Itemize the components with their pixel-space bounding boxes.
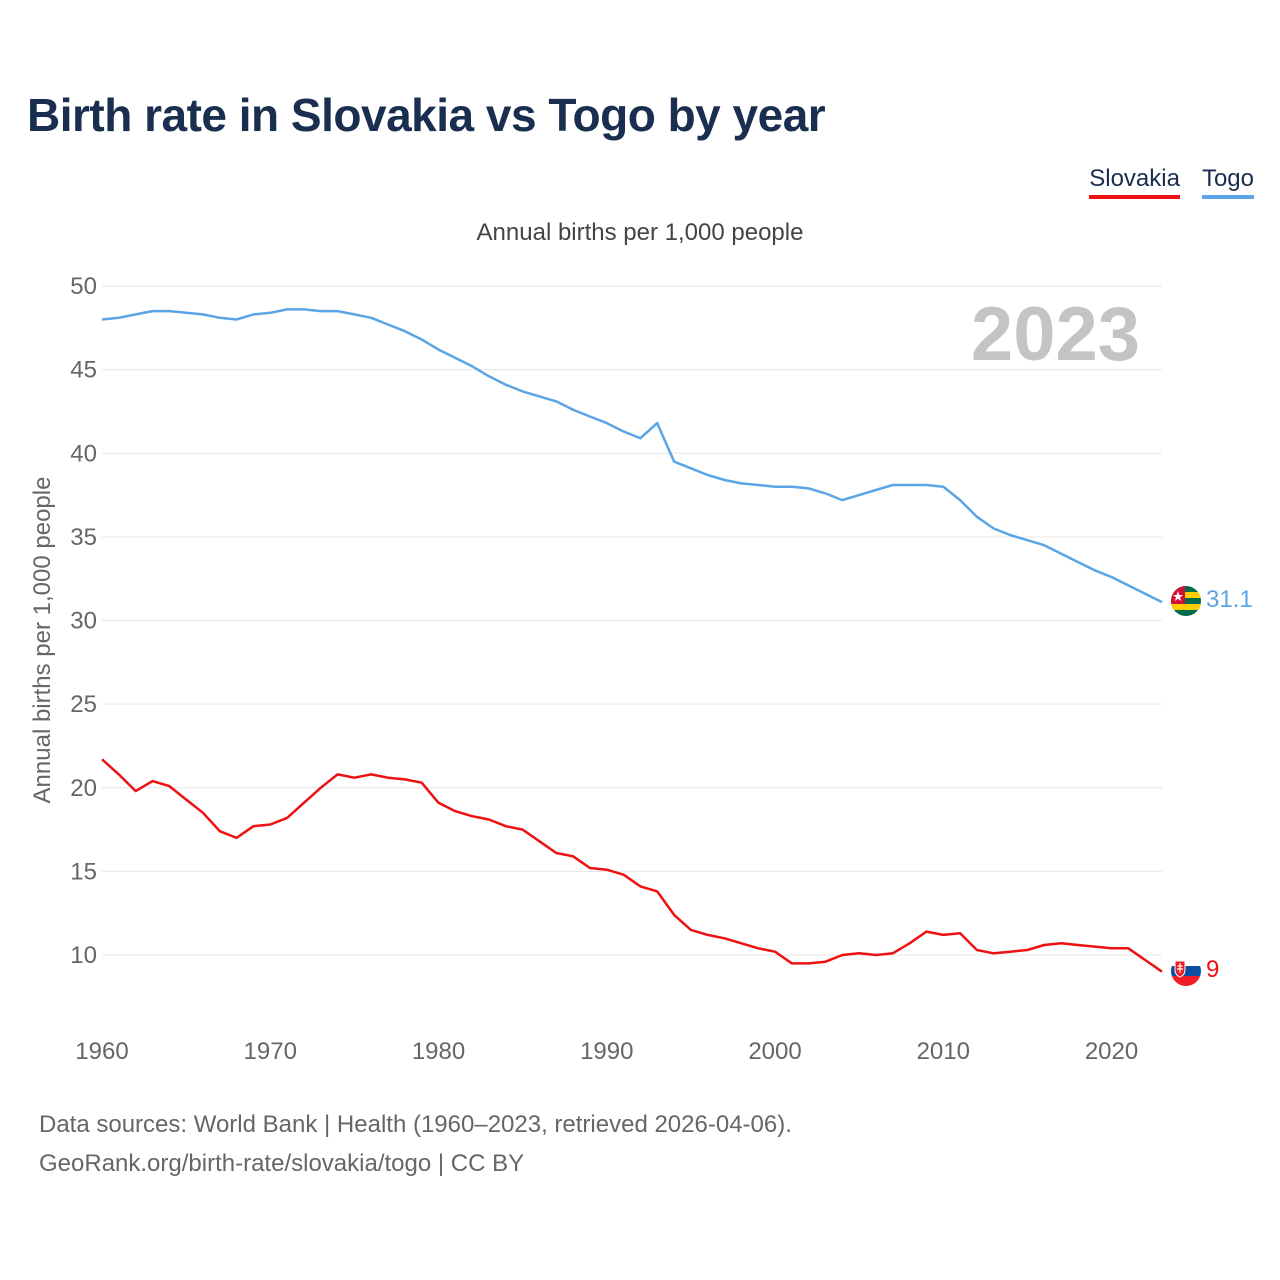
series-line-slovakia bbox=[101, 758, 1163, 973]
page-title: Birth rate in Slovakia vs Togo by year bbox=[27, 89, 826, 141]
legend-item-slovakia[interactable]: Slovakia bbox=[1089, 165, 1180, 199]
x-tick-label: 1980 bbox=[412, 1038, 465, 1065]
x-tick-label: 2020 bbox=[1085, 1038, 1138, 1065]
y-tick-label: 45 bbox=[70, 357, 97, 384]
togo-flag-icon bbox=[1171, 586, 1201, 616]
y-tick-label: 40 bbox=[70, 440, 97, 467]
footer-sources: Data sources: World Bank | Health (1960–… bbox=[39, 1111, 792, 1138]
chart-subtitle: Annual births per 1,000 people bbox=[477, 219, 804, 246]
x-tick-label: 2010 bbox=[917, 1038, 970, 1065]
line-chart: Annual births per 1,000 people 2023 Annu… bbox=[29, 219, 1253, 1065]
footer-link[interactable]: GeoRank.org/birth-rate/slovakia/togo | C… bbox=[39, 1150, 525, 1177]
y-axis-label: Annual births per 1,000 people bbox=[29, 477, 56, 804]
y-tick-label: 35 bbox=[70, 524, 97, 551]
y-tick-label: 15 bbox=[70, 858, 97, 885]
end-label-togo: 31.1 bbox=[1206, 586, 1253, 613]
y-tick-label: 30 bbox=[70, 608, 97, 635]
end-label-slovakia: 9 bbox=[1206, 956, 1219, 983]
slovakia-flag-icon bbox=[1171, 956, 1201, 986]
x-tick-label: 1970 bbox=[244, 1038, 297, 1065]
y-tick-label: 50 bbox=[70, 273, 97, 300]
y-tick-label: 10 bbox=[70, 942, 97, 969]
footer: Data sources: World Bank | Health (1960–… bbox=[39, 1105, 792, 1183]
x-tick-label: 1960 bbox=[75, 1038, 128, 1065]
y-tick-label: 20 bbox=[70, 775, 97, 802]
series-line-togo bbox=[101, 308, 1163, 604]
y-tick-label: 25 bbox=[70, 691, 97, 718]
legend-item-togo[interactable]: Togo bbox=[1201, 165, 1254, 199]
year-watermark: 2023 bbox=[971, 292, 1140, 377]
legend: Slovakia Togo bbox=[1089, 165, 1254, 199]
x-tick-label: 1990 bbox=[580, 1038, 633, 1065]
x-tick-label: 2000 bbox=[748, 1038, 801, 1065]
